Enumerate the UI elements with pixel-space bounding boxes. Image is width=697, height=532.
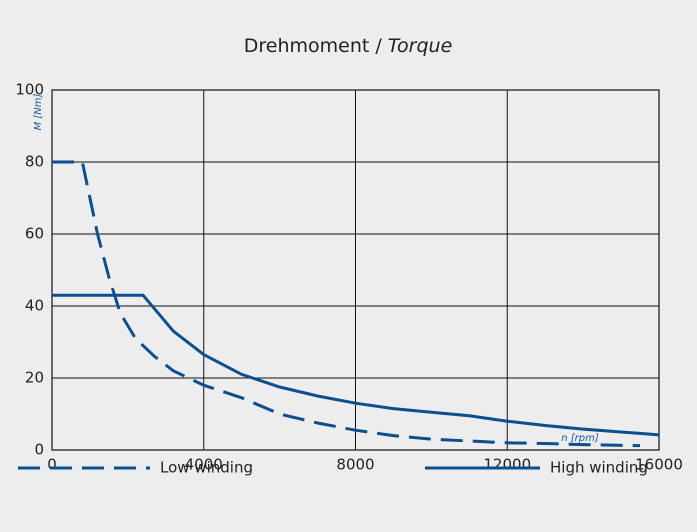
y-tick-label: 60 (25, 225, 44, 243)
legend-label: High winding (550, 459, 648, 477)
series-line (52, 293, 660, 437)
y-tick-label: 0 (34, 441, 44, 459)
subtitle: Torque (388, 35, 453, 57)
x-tick-label: 0 (47, 456, 57, 474)
y-tick-label: 100 (15, 81, 44, 99)
y-axis-label: M [Nm] (33, 93, 44, 130)
x-tick-label: 8000 (336, 456, 374, 474)
y-tick-label: 20 (25, 369, 44, 387)
x-axis-label: n [rpm] (561, 433, 599, 444)
x-tick-label: 12000 (483, 456, 531, 474)
chart-title: Drehmoment / Torque (244, 35, 453, 57)
y-tick-label: 80 (25, 153, 44, 171)
series-line (52, 160, 641, 448)
title: Drehmoment / (244, 35, 383, 57)
x-tick-label: 4000 (185, 456, 223, 474)
legend-label: Low winding (160, 459, 253, 477)
x-tick-label: 16000 (635, 456, 683, 474)
y-tick-label: 40 (25, 297, 44, 315)
plot-frame (51, 89, 660, 451)
